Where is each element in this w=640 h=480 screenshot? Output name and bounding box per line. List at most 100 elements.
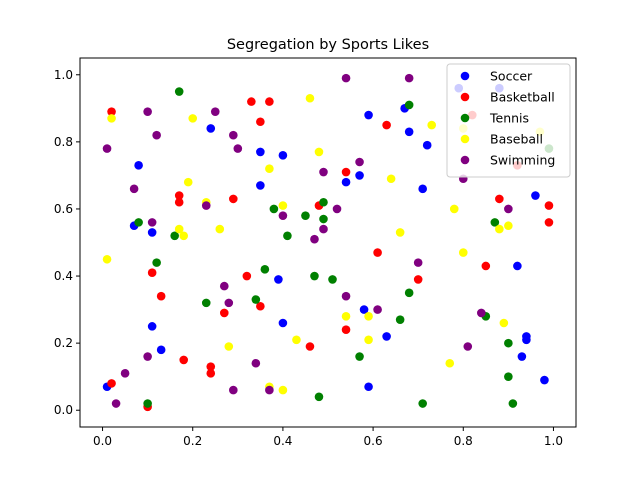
point-basketball-0: [107, 379, 116, 388]
point-soccer-14: [359, 305, 369, 314]
legend-label-baseball: Baseball: [490, 132, 543, 147]
point-basketball-4: [156, 291, 166, 301]
point-basketball-11: [229, 194, 238, 204]
point-swimming-7: [152, 130, 161, 140]
point-soccer-9: [274, 275, 283, 284]
legend-marker-baseball: [460, 134, 470, 144]
point-swimming-14: [233, 144, 243, 153]
point-soccer-8: [256, 181, 265, 190]
point-tennis-10: [301, 211, 310, 220]
legend: Soccer Basketball Tennis Baseball Swimming: [446, 63, 571, 178]
x-tick-label: 0.6: [364, 434, 383, 448]
x-tick-label: 0.8: [454, 434, 473, 448]
point-soccer-15: [364, 110, 373, 120]
point-baseball-3: [179, 231, 189, 241]
point-soccer-10: [278, 150, 288, 160]
point-baseball-14: [305, 93, 315, 103]
point-swimming-18: [310, 234, 319, 244]
x-tick-label: 1.0: [544, 434, 563, 448]
point-tennis-16: [355, 352, 364, 361]
point-basketball-6: [174, 197, 184, 207]
point-baseball-25: [495, 224, 504, 234]
point-swimming-17: [278, 211, 288, 220]
point-tennis-0: [134, 218, 143, 227]
legend-marker-soccer: [460, 71, 470, 81]
point-basketball-12: [242, 271, 252, 281]
point-soccer-19: [404, 127, 414, 137]
y-axis: 0.0 0.2 0.4 0.6 0.8 1.0: [54, 68, 80, 417]
point-baseball-24: [458, 248, 468, 257]
point-basketball-24: [495, 194, 504, 204]
point-soccer-28: [531, 191, 540, 200]
point-basketball-8: [206, 369, 216, 378]
point-soccer-13: [355, 171, 364, 180]
point-tennis-24: [508, 399, 518, 408]
point-swimming-30: [477, 308, 486, 318]
point-soccer-24: [513, 261, 522, 271]
point-swimming-1: [111, 399, 121, 408]
point-swimming-0: [102, 144, 112, 153]
y-tick-label: 0.6: [54, 202, 73, 216]
legend-label-basketball: Basketball: [490, 90, 555, 105]
point-soccer-6: [206, 124, 216, 133]
point-baseball-19: [386, 174, 396, 184]
point-baseball-27: [504, 221, 513, 231]
point-tennis-13: [319, 214, 328, 224]
point-baseball-13: [292, 335, 301, 345]
point-soccer-20: [418, 184, 427, 194]
point-swimming-9: [210, 107, 220, 116]
point-swimming-2: [120, 369, 130, 378]
point-baseball-12: [278, 385, 288, 395]
legend-box: [446, 63, 571, 178]
point-swimming-6: [147, 218, 157, 227]
point-swimming-12: [229, 130, 238, 140]
point-baseball-17: [364, 312, 373, 321]
point-basketball-13: [247, 97, 256, 106]
point-tennis-18: [404, 288, 414, 298]
point-baseball-22: [445, 358, 455, 368]
legend-marker-basketball: [460, 92, 470, 102]
legend-label-soccer: Soccer: [490, 69, 533, 84]
y-tick-label: 0.0: [54, 403, 73, 417]
legend-label-swimming: Swimming: [490, 153, 555, 168]
point-tennis-7: [260, 265, 270, 274]
point-tennis-6: [251, 295, 261, 304]
point-basketball-17: [305, 342, 315, 351]
point-baseball-16: [341, 312, 351, 321]
point-basketball-26: [544, 201, 554, 210]
point-tennis-3: [170, 231, 179, 241]
series-swimming: [102, 73, 513, 408]
point-tennis-26: [504, 338, 513, 348]
point-baseball-1: [107, 114, 116, 123]
point-swimming-19: [319, 167, 328, 177]
point-baseball-2: [174, 224, 184, 234]
point-baseball-26: [499, 318, 509, 328]
legend-label-tennis: Tennis: [489, 111, 529, 126]
point-basketball-7: [179, 355, 189, 365]
point-basketball-21: [373, 248, 382, 257]
legend-marker-tennis: [460, 113, 470, 123]
point-basketball-3: [147, 268, 157, 277]
point-baseball-7: [215, 224, 225, 234]
point-swimming-16: [265, 385, 274, 395]
point-tennis-12: [314, 392, 324, 402]
point-tennis-20: [418, 399, 427, 408]
point-soccer-29: [540, 375, 549, 385]
point-tennis-22: [490, 218, 500, 227]
point-baseball-21: [427, 120, 437, 130]
x-axis: 0.0 0.2 0.4 0.6 0.8 1.0: [93, 427, 563, 448]
point-swimming-26: [404, 73, 414, 83]
point-swimming-4: [143, 107, 152, 116]
point-basketball-20: [341, 167, 351, 177]
point-swimming-31: [504, 204, 513, 214]
y-tick-label: 0.4: [54, 269, 73, 283]
point-basketball-10: [219, 308, 229, 318]
point-baseball-18: [364, 335, 373, 345]
point-soccer-4: [147, 322, 157, 331]
point-soccer-11: [278, 318, 288, 328]
point-tennis-17: [395, 315, 405, 324]
point-swimming-3: [129, 184, 139, 194]
point-soccer-5: [156, 345, 166, 355]
point-swimming-20: [319, 224, 328, 234]
point-soccer-21: [422, 140, 432, 150]
